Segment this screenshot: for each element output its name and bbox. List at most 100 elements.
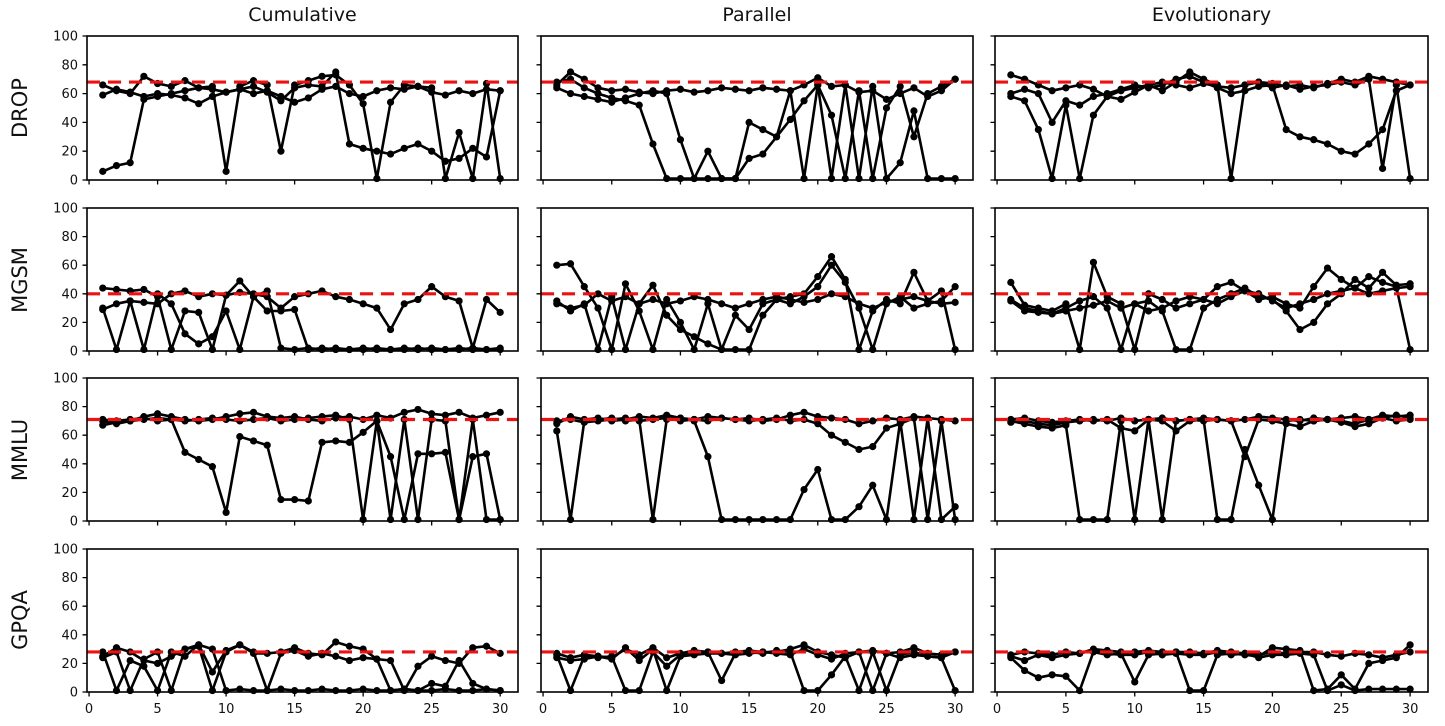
- y-tick-label: 0: [70, 345, 78, 360]
- y-tick-label: 60: [61, 429, 78, 444]
- tick-marks: [82, 377, 501, 526]
- y-tick-label: 0: [70, 515, 78, 530]
- x-tick-label: 20: [810, 702, 827, 717]
- series-line-1: [102, 279, 501, 351]
- y-tick-label: 0: [70, 686, 78, 701]
- x-tick-label: 5: [1062, 702, 1070, 717]
- series-markers-2: [99, 411, 504, 524]
- x-tick-label: 15: [1195, 702, 1212, 717]
- x-tick-label: 20: [1264, 702, 1281, 717]
- tick-marks: [82, 548, 501, 697]
- tick-marks: [82, 35, 501, 185]
- plot-frame: [86, 35, 519, 181]
- series-markers-0: [99, 405, 504, 429]
- y-tick-label: 40: [61, 116, 78, 131]
- tick-marks: [536, 35, 956, 185]
- y-tick-label: 100: [53, 543, 78, 558]
- x-tick-label: 30: [947, 702, 964, 717]
- series-markers-0: [1007, 411, 1414, 429]
- x-tick-label: 5: [153, 702, 161, 717]
- tick-marks: [536, 207, 956, 356]
- y-tick-label: 20: [61, 486, 78, 501]
- x-tick-label: 10: [1126, 702, 1143, 717]
- chart-GPQA-Cumulative: 0 20 40 60 80 100 0 5 10 15 20 25 30: [53, 543, 519, 717]
- chart-DROP-Cumulative: 0 20 40 60 80 100: [53, 30, 519, 189]
- x-tick-label: 25: [1333, 702, 1350, 717]
- series-line-1: [1010, 416, 1411, 521]
- chart-MGSM-Parallel: [536, 207, 974, 356]
- y-tick-label: 100: [53, 372, 78, 387]
- series-line-1: [102, 73, 502, 180]
- series-line-0: [1010, 285, 1411, 316]
- chart-GPQA-Parallel: 0 5 10 15 20 25 30: [536, 548, 974, 717]
- y-tick-label: 40: [61, 628, 78, 643]
- y-tick-label: 20: [61, 145, 78, 160]
- y-tick-label: 80: [61, 571, 78, 586]
- plot-frame: [994, 207, 1429, 352]
- y-tick-label: 80: [61, 230, 78, 245]
- series-markers-2: [99, 68, 504, 175]
- y-tick-label: 60: [61, 259, 78, 274]
- plot-frame: [540, 377, 974, 522]
- series-line-2: [556, 416, 957, 521]
- series-line-2: [102, 413, 501, 521]
- series-markers-1: [553, 646, 959, 695]
- y-tick-label: 100: [53, 202, 78, 217]
- y-tick-label: 60: [61, 600, 78, 615]
- tick-marks: [536, 548, 956, 697]
- column-title-evolutionary: Evolutionary: [1151, 4, 1272, 26]
- chart-MMLU-Cumulative: 0 20 40 60 80 100: [53, 372, 519, 530]
- series-line-2: [102, 70, 502, 173]
- tick-marks: [990, 207, 1411, 356]
- x-tick-label: 30: [1402, 702, 1419, 717]
- plot-frame: [540, 548, 974, 693]
- chart-DROP-Parallel: [536, 35, 974, 185]
- chart-MMLU-Parallel: [536, 377, 974, 526]
- column-title-parallel: Parallel: [722, 4, 792, 26]
- plot-frame: [994, 377, 1429, 522]
- x-tick-label: 10: [218, 702, 235, 717]
- plot-frame: [86, 207, 519, 352]
- series-markers-1: [99, 414, 504, 524]
- chart-GPQA-Evolutionary: 0 5 10 15 20 25 30: [990, 548, 1429, 717]
- tick-marks: [536, 377, 956, 526]
- series-line-0: [1010, 73, 1411, 101]
- series-markers-0: [553, 408, 959, 428]
- x-tick-label: 20: [355, 702, 372, 717]
- series-line-2: [556, 263, 957, 351]
- x-tick-label: 25: [878, 702, 895, 717]
- series-line-1: [555, 416, 956, 521]
- x-tick-label: 15: [741, 702, 758, 717]
- x-tick-label: 0: [85, 702, 93, 717]
- y-tick-label: 40: [61, 287, 78, 302]
- plot-frame: [994, 35, 1429, 181]
- chart-MGSM-Cumulative: 0 20 40 60 80 100: [53, 202, 519, 360]
- x-tick-label: 0: [993, 702, 1001, 717]
- y-tick-label: 80: [61, 400, 78, 415]
- tick-marks: [990, 35, 1411, 185]
- x-tick-label: 10: [672, 702, 689, 717]
- series-markers-1: [99, 277, 504, 354]
- x-tick-label: 0: [539, 702, 547, 717]
- x-tick-label: 5: [608, 702, 616, 717]
- series-markers-2: [1007, 72, 1414, 158]
- chart-MMLU-Evolutionary: [990, 377, 1429, 526]
- plot-frame: [994, 548, 1429, 693]
- y-tick-label: 40: [61, 457, 78, 472]
- series-markers-1: [1007, 68, 1414, 183]
- chart-MGSM-Evolutionary: [990, 207, 1429, 356]
- x-tick-label: 30: [492, 702, 509, 717]
- y-tick-label: 20: [61, 657, 78, 672]
- y-tick-label: 0: [70, 174, 78, 189]
- tick-marks: [82, 207, 501, 356]
- plot-frame: [86, 548, 519, 693]
- series-line-2: [101, 292, 501, 351]
- plot-frame: [540, 35, 974, 181]
- x-tick-label: 15: [286, 702, 303, 717]
- y-tick-label: 20: [61, 316, 78, 331]
- series-markers-2: [553, 261, 959, 354]
- y-tick-label: 80: [61, 58, 78, 73]
- series-markers-2: [99, 290, 504, 354]
